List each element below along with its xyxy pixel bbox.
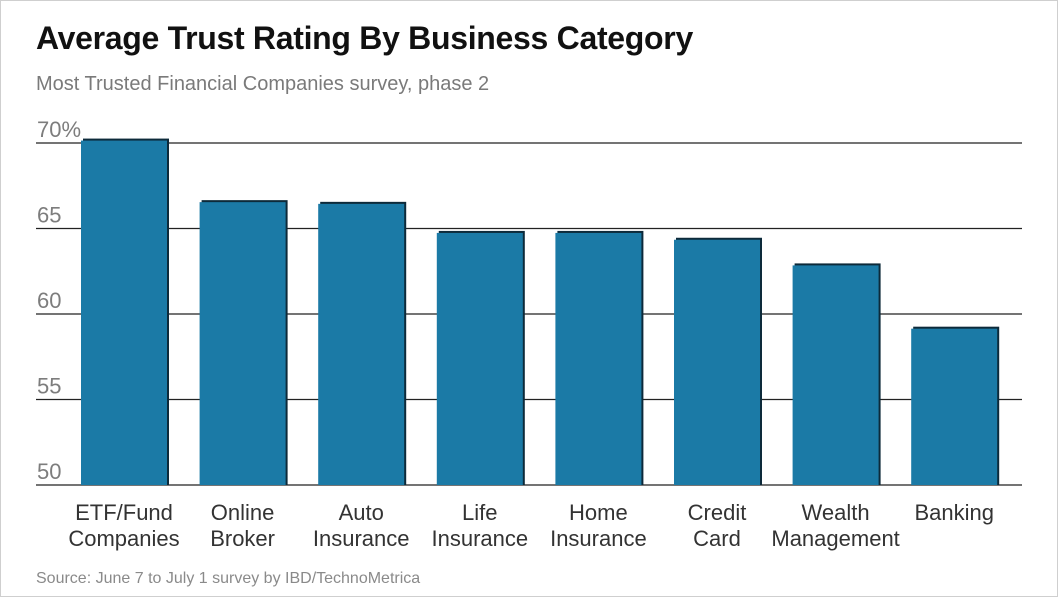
x-category-label: Wealth <box>802 500 870 525</box>
bar <box>81 140 167 485</box>
y-tick-label: 60 <box>37 288 61 313</box>
chart-subtitle: Most Trusted Financial Companies survey,… <box>36 73 490 95</box>
y-tick-label: 65 <box>37 203 61 228</box>
bar <box>436 232 523 485</box>
x-category-label: Insurance <box>550 526 647 551</box>
x-category-label: Auto <box>339 500 384 525</box>
bar <box>911 328 998 485</box>
x-category-label: Broker <box>210 526 275 551</box>
x-category-label: Online <box>211 500 275 525</box>
y-tick-label: 50 <box>37 459 61 484</box>
x-category-label: ETF/Fund <box>75 500 173 525</box>
chart-title: Average Trust Rating By Business Categor… <box>36 20 693 56</box>
x-category-label: Companies <box>68 526 179 551</box>
x-category-label: Management <box>771 526 899 551</box>
bar <box>792 265 879 485</box>
y-tick-label: 70% <box>37 117 81 142</box>
x-category-label: Home <box>569 500 628 525</box>
bar <box>199 202 286 485</box>
x-category-label: Insurance <box>431 526 528 551</box>
y-tick-label: 55 <box>37 374 61 399</box>
x-category-label: Banking <box>914 500 994 525</box>
x-category-label: Credit <box>688 500 747 525</box>
x-category-label: Life <box>462 500 497 525</box>
bar <box>318 203 405 485</box>
bar <box>555 232 642 485</box>
x-category-label: Insurance <box>313 526 410 551</box>
bar <box>674 239 760 485</box>
x-category-label: Card <box>693 526 741 551</box>
source-note: Source: June 7 to July 1 survey by IBD/T… <box>36 570 421 587</box>
